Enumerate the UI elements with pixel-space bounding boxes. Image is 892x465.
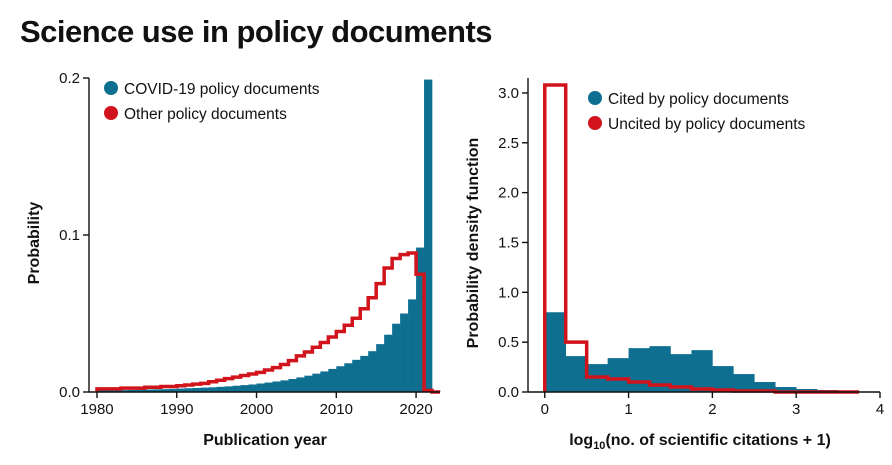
right-x-tick-label: 3 (792, 401, 800, 418)
left-bar-38 (400, 313, 409, 392)
left-bar-20 (256, 383, 265, 392)
left-bar-25 (296, 377, 305, 392)
left-bar-39 (408, 299, 417, 392)
right-chart: 0 1 2 3 4 0.0 0.5 1.0 1.5 2.0 2.5 3.0 log10(no. of … (465, 78, 884, 452)
left-bar-17 (232, 385, 241, 392)
left-bar-4 (128, 389, 138, 392)
xlabel-subscript: 10 (593, 440, 605, 452)
left-bar-15 (216, 386, 225, 392)
left-y-tick-label: 0.0 (59, 384, 80, 401)
right-bar-0 (544, 312, 567, 392)
left-bar-22 (272, 381, 281, 392)
left-bar-26 (304, 375, 313, 392)
left-bar-11 (184, 388, 194, 392)
left-x-tick-label: 1990 (160, 401, 193, 418)
left-x-tick-label: 2020 (399, 401, 432, 418)
left-bar-1 (104, 390, 114, 392)
right-x-tick-label: 4 (876, 401, 884, 418)
left-chart-x-axis-label: Publication year (203, 432, 327, 449)
left-x-tick-label: 1980 (80, 401, 113, 418)
right-bar-3 (607, 358, 629, 392)
right-bar-11 (775, 387, 797, 392)
left-bar-12 (192, 387, 201, 392)
left-bar-41 (424, 79, 433, 392)
left-bar-19 (248, 384, 257, 392)
left-bar-16 (224, 386, 233, 392)
right-bar-9 (733, 374, 755, 392)
figure-title: Science use in policy documents (20, 14, 493, 49)
right-y-tick-label: 3.0 (498, 85, 519, 102)
left-chart: 1980 1990 2000 2010 2020 0.0 0.1 0.2 Publicatio… (26, 70, 441, 449)
right-bar-5 (649, 346, 671, 392)
left-bar-0 (96, 390, 106, 392)
right-y-tick-label: 2.0 (498, 185, 519, 202)
right-x-tick-label: 2 (708, 401, 716, 418)
left-bar-21 (264, 382, 273, 392)
right-chart-x-axis-label: log10(no. of scientific citations + 1) (569, 432, 831, 452)
left-bar-5 (136, 389, 146, 392)
right-y-tick-label: 0.0 (498, 384, 519, 401)
left-bar-23 (280, 380, 289, 392)
legend-label-uncited: Uncited by policy documents (608, 116, 806, 133)
left-bar-3 (120, 390, 130, 392)
left-bar-36 (384, 334, 393, 392)
legend-swatch-cited (588, 91, 602, 105)
right-bar-10 (754, 382, 776, 392)
right-y-tick-label: 0.5 (498, 334, 519, 351)
legend-label-covid: COVID-19 policy documents (124, 81, 320, 98)
left-bar-37 (392, 323, 401, 392)
left-chart-legend: COVID-19 policy documents Other policy d… (104, 81, 320, 123)
left-bar-7 (152, 389, 162, 392)
left-chart-other-step-line (95, 251, 440, 394)
left-bar-28 (320, 371, 329, 392)
left-bar-24 (288, 378, 297, 392)
left-y-tick-label: 0.2 (59, 70, 80, 87)
left-bar-31 (344, 363, 353, 392)
right-bar-7 (691, 350, 713, 392)
left-bar-2 (112, 390, 122, 392)
right-chart-legend: Cited by policy documents Uncited by pol… (588, 91, 806, 133)
left-bar-18 (240, 385, 249, 392)
left-bar-29 (328, 368, 337, 392)
left-bar-34 (368, 351, 377, 392)
right-bar-4 (628, 348, 650, 392)
left-bar-32 (352, 359, 361, 392)
right-bar-6 (670, 354, 692, 392)
right-bar-1 (565, 356, 587, 392)
right-chart-bars (544, 312, 860, 392)
left-x-tick-label: 2010 (320, 401, 353, 418)
right-y-tick-label: 1.5 (498, 234, 519, 251)
left-chart-axes: 1980 1990 2000 2010 2020 0.0 0.1 0.2 (59, 70, 440, 418)
left-bar-10 (176, 388, 186, 392)
xlabel-rest: (no. of scientific citations + 1) (605, 432, 830, 449)
right-x-tick-label: 0 (541, 401, 549, 418)
left-bar-30 (336, 366, 345, 392)
legend-label-other: Other policy documents (124, 106, 287, 123)
legend-label-cited: Cited by policy documents (608, 91, 789, 108)
right-y-tick-label: 2.5 (498, 135, 519, 152)
left-chart-y-axis-label: Probability (26, 202, 43, 285)
left-bar-27 (312, 373, 321, 392)
legend-swatch-covid (104, 81, 118, 95)
legend-swatch-uncited (588, 116, 602, 130)
left-bar-33 (360, 355, 369, 392)
left-bar-40 (416, 247, 425, 392)
right-bar-8 (712, 366, 734, 392)
right-y-tick-label: 1.0 (498, 284, 519, 301)
left-bar-6 (144, 389, 154, 392)
left-y-tick-label: 0.1 (59, 227, 80, 244)
left-bar-8 (160, 389, 170, 392)
right-chart-axes: 0 1 2 3 4 0.0 0.5 1.0 1.5 2.0 2.5 3.0 (498, 78, 884, 418)
xlabel-log: log (569, 432, 593, 449)
left-bar-35 (376, 344, 385, 392)
left-bar-14 (208, 387, 217, 392)
left-bar-9 (168, 388, 178, 392)
left-chart-bars (96, 79, 441, 392)
right-chart-y-axis-label: Probability density function (465, 138, 482, 349)
left-bar-13 (200, 387, 209, 392)
left-x-tick-label: 2000 (240, 401, 273, 418)
right-x-tick-label: 1 (624, 401, 632, 418)
legend-swatch-other (104, 106, 118, 120)
